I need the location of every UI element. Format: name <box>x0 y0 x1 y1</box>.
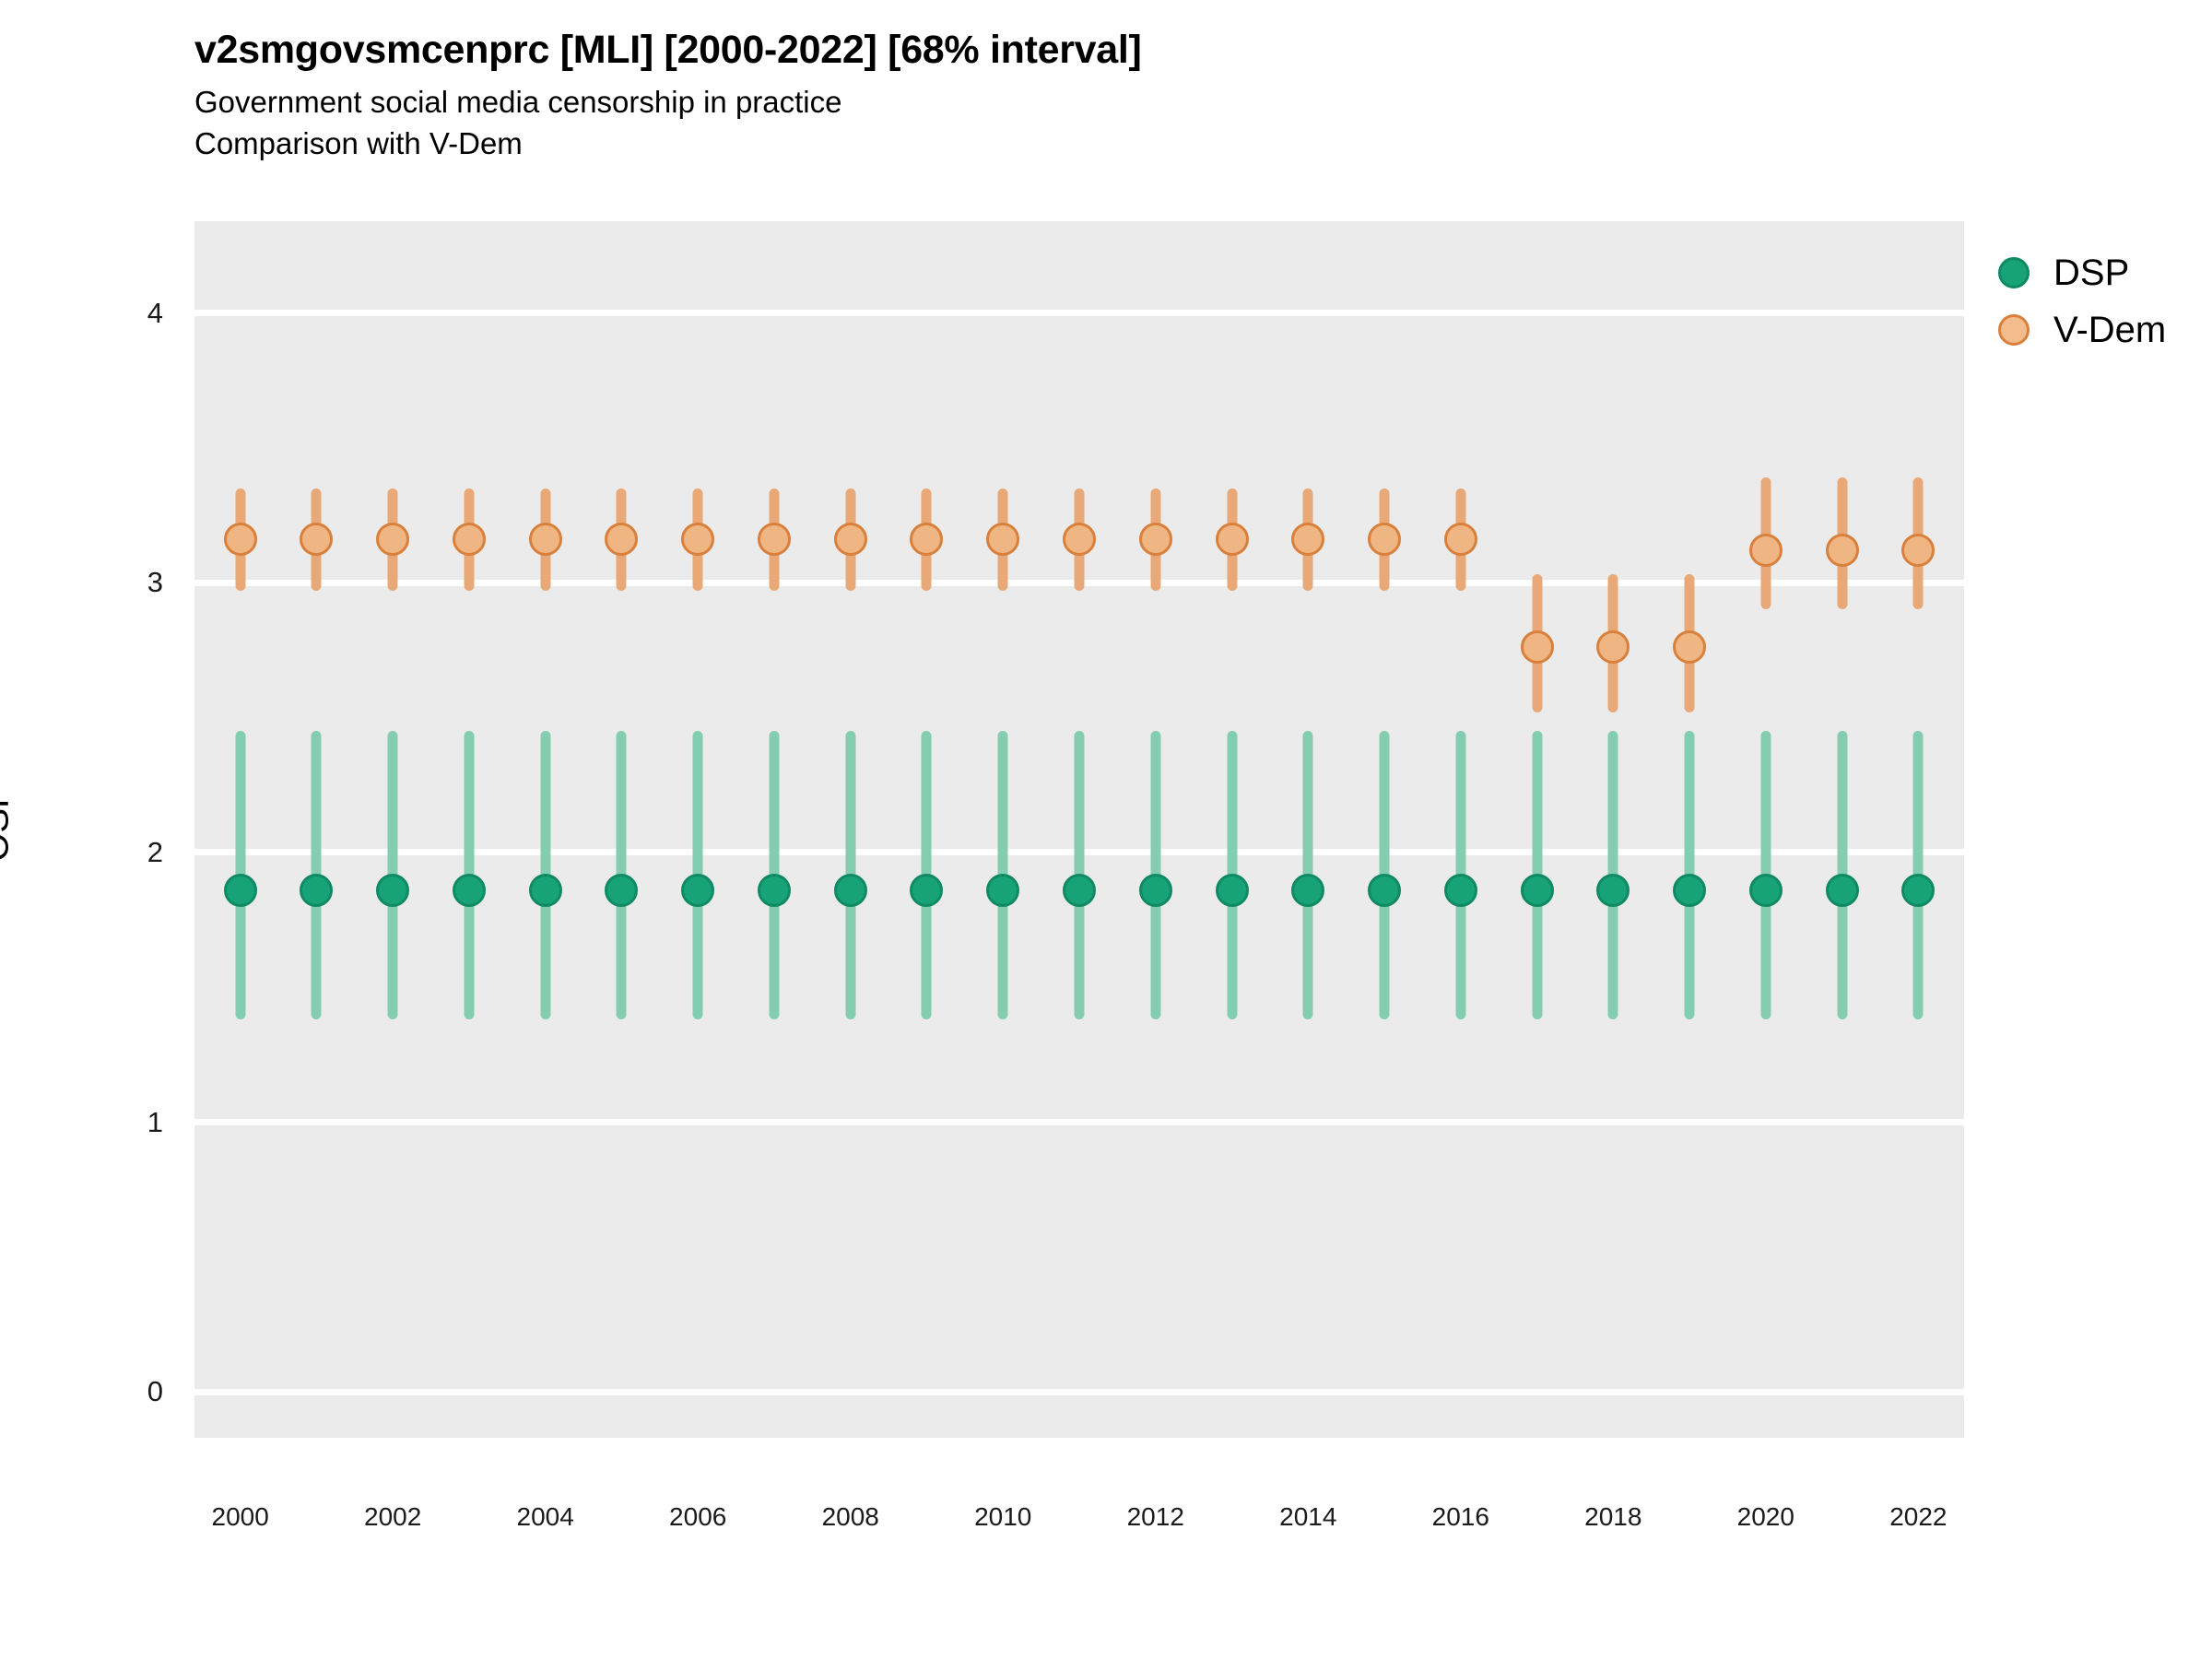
data-point-dsp-2004[interactable] <box>528 873 562 907</box>
legend-label: DSP <box>2053 252 2130 293</box>
data-point-dsp-2001[interactable] <box>300 873 334 907</box>
y-axis: 0 1 2 3 4 <box>0 221 189 1438</box>
y-tick-label: 2 <box>147 835 163 868</box>
y-tick-label: 4 <box>147 296 163 329</box>
data-point-v-dem-2017[interactable] <box>1520 630 1554 665</box>
data-point-dsp-2019[interactable] <box>1673 873 1707 907</box>
data-point-dsp-2008[interactable] <box>833 873 867 907</box>
data-point-dsp-2021[interactable] <box>1825 873 1859 907</box>
data-point-dsp-2010[interactable] <box>986 873 1020 907</box>
data-point-v-dem-2005[interactable] <box>605 523 639 557</box>
y-tick-label: 1 <box>147 1105 163 1138</box>
plot-panel <box>194 221 1964 1438</box>
data-point-v-dem-2000[interactable] <box>223 523 257 557</box>
x-tick-label: 2008 <box>821 1502 879 1531</box>
x-tick-label: 2002 <box>364 1502 422 1531</box>
data-point-dsp-2016[interactable] <box>1443 873 1477 907</box>
x-tick-label: 2018 <box>1584 1502 1642 1531</box>
data-point-dsp-2017[interactable] <box>1520 873 1554 907</box>
data-point-dsp-2022[interactable] <box>1901 873 1936 907</box>
data-point-dsp-2018[interactable] <box>1596 873 1630 907</box>
data-point-dsp-2005[interactable] <box>605 873 639 907</box>
data-point-v-dem-2001[interactable] <box>300 523 334 557</box>
data-point-dsp-2015[interactable] <box>1368 873 1402 907</box>
gridline-y-4 <box>194 310 1964 316</box>
data-point-dsp-2002[interactable] <box>376 873 410 907</box>
data-point-v-dem-2021[interactable] <box>1825 534 1859 568</box>
gridline-y-1 <box>194 1119 1964 1126</box>
data-point-v-dem-2007[interactable] <box>757 523 791 557</box>
legend: DSP V-Dem <box>1998 244 2210 359</box>
gridline-y-0 <box>194 1388 1964 1395</box>
data-point-v-dem-2012[interactable] <box>1138 523 1172 557</box>
x-tick-label: 2006 <box>669 1502 727 1531</box>
y-tick-label: 0 <box>147 1375 163 1408</box>
chart-subtitle: Government social media censorship in pr… <box>194 85 842 120</box>
legend-item-v-dem[interactable]: V-Dem <box>1998 301 2210 359</box>
x-tick-label: 2016 <box>1431 1502 1489 1531</box>
legend-key-dsp-icon <box>1998 257 2030 288</box>
data-point-v-dem-2015[interactable] <box>1368 523 1402 557</box>
x-tick-label: 2020 <box>1736 1502 1794 1531</box>
data-point-dsp-2006[interactable] <box>681 873 715 907</box>
chart-title: v2smgovsmcenprc [MLI] [2000-2022] [68% i… <box>194 28 1142 72</box>
x-axis: 2000 2002 2004 2006 2008 2010 2012 2014 2016 2018… <box>194 1502 1964 1558</box>
x-tick-label: 2014 <box>1279 1502 1337 1531</box>
y-tick-label: 3 <box>147 566 163 599</box>
data-point-dsp-2014[interactable] <box>1291 873 1325 907</box>
x-tick-label: 2000 <box>211 1502 269 1531</box>
data-point-v-dem-2014[interactable] <box>1291 523 1325 557</box>
data-point-dsp-2012[interactable] <box>1138 873 1172 907</box>
data-point-dsp-2007[interactable] <box>757 873 791 907</box>
x-tick-label: 2022 <box>1889 1502 1947 1531</box>
x-tick-label: 2010 <box>974 1502 1032 1531</box>
legend-key-v-dem-icon <box>1998 314 2030 346</box>
data-point-v-dem-2019[interactable] <box>1673 630 1707 665</box>
legend-item-dsp[interactable]: DSP <box>1998 244 2210 301</box>
data-point-v-dem-2018[interactable] <box>1596 630 1630 665</box>
data-point-v-dem-2011[interactable] <box>1063 523 1096 557</box>
data-point-v-dem-2008[interactable] <box>833 523 867 557</box>
data-point-dsp-2003[interactable] <box>452 873 486 907</box>
data-point-v-dem-2006[interactable] <box>681 523 715 557</box>
data-point-dsp-2009[interactable] <box>910 873 944 907</box>
data-point-v-dem-2010[interactable] <box>986 523 1020 557</box>
data-point-v-dem-2003[interactable] <box>452 523 486 557</box>
data-point-v-dem-2020[interactable] <box>1748 534 1783 568</box>
data-point-v-dem-2016[interactable] <box>1443 523 1477 557</box>
data-point-v-dem-2013[interactable] <box>1215 523 1249 557</box>
x-tick-label: 2004 <box>516 1502 574 1531</box>
legend-label: V-Dem <box>2053 309 2167 350</box>
chart-subtitle-2: Comparison with V-Dem <box>194 126 523 161</box>
data-point-v-dem-2009[interactable] <box>910 523 944 557</box>
data-point-dsp-2013[interactable] <box>1215 873 1249 907</box>
data-point-v-dem-2004[interactable] <box>528 523 562 557</box>
data-point-v-dem-2022[interactable] <box>1901 534 1936 568</box>
data-point-dsp-2000[interactable] <box>223 873 257 907</box>
data-point-dsp-2011[interactable] <box>1063 873 1096 907</box>
x-tick-label: 2012 <box>1126 1502 1184 1531</box>
data-point-v-dem-2002[interactable] <box>376 523 410 557</box>
data-point-dsp-2020[interactable] <box>1748 873 1783 907</box>
title-block: v2smgovsmcenprc [MLI] [2000-2022] [68% i… <box>194 26 1946 164</box>
